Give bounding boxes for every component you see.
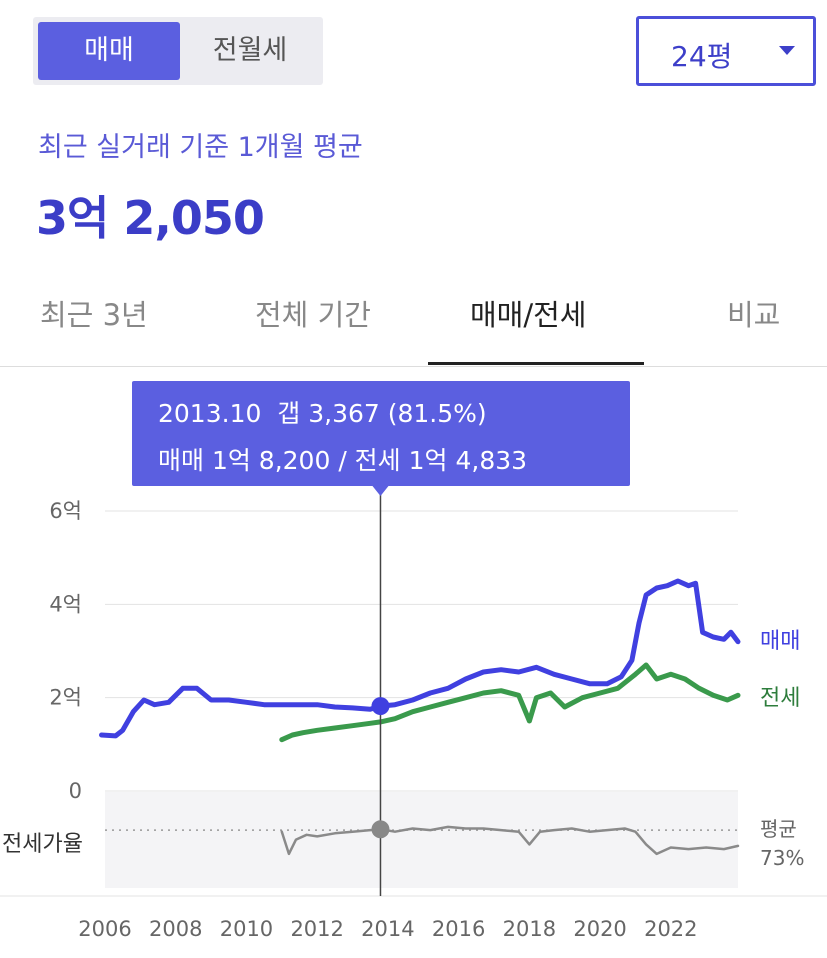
sale-toggle-button[interactable]: 매매 — [38, 22, 180, 80]
x-tick-label: 2018 — [503, 917, 556, 941]
sale-price-line — [99, 578, 741, 739]
x-tick-label: 2016 — [432, 917, 485, 941]
size-dropdown[interactable]: 24평 — [636, 16, 816, 86]
x-tick-label: 2006 — [78, 917, 131, 941]
tabs-divider — [0, 366, 827, 367]
tooltip-pointer — [372, 486, 389, 496]
x-tick-label: 2008 — [149, 917, 202, 941]
y-tick-label: 4억 — [49, 592, 82, 616]
tooltip-prices: 매매 1억 8,200 / 전세 1억 4,833 — [158, 446, 528, 475]
jeonse-price-line — [279, 662, 741, 743]
x-tick-label: 2014 — [361, 917, 414, 941]
cursor-sale-dot — [371, 697, 390, 716]
size-dropdown-value: 24평 — [671, 40, 733, 73]
ratio-band-background — [105, 792, 738, 888]
x-tick-label: 2012 — [290, 917, 343, 941]
chart-tooltip: 2013.10 갭 3,367 (81.5%) 매매 1억 8,200 / 전세… — [132, 381, 630, 486]
y-tick-label: 2억 — [49, 686, 82, 710]
jeonse-series-label: 전세 — [760, 686, 800, 711]
cursor-ratio-dot — [371, 820, 390, 839]
ratio-average-label: 평균 — [760, 817, 797, 841]
x-tick-label: 2020 — [573, 917, 626, 941]
price-basis-subtitle: 최근 실거래 기준 1개월 평균 — [38, 132, 363, 163]
rent-toggle-button[interactable]: 전월세 — [212, 35, 288, 66]
deal-type-toggle: 매매 전월세 — [33, 17, 323, 85]
x-tick-label: 2010 — [220, 917, 273, 941]
tab-compare[interactable]: 비교 — [727, 298, 781, 332]
ratio-average-value: 73% — [760, 846, 804, 870]
average-price: 3억 2,050 — [36, 191, 265, 245]
active-tab-indicator — [428, 362, 644, 365]
tab-sale-jeonse[interactable]: 매매/전세 — [470, 298, 587, 332]
jeonse-ratio-line — [280, 825, 740, 856]
y-tick-label: 6억 — [49, 499, 82, 523]
y-tick-label: 0 — [69, 779, 82, 803]
chevron-down-icon — [779, 46, 795, 55]
tooltip-date-gap: 2013.10 갭 3,367 (81.5%) — [158, 399, 487, 428]
ratio-row-label: 전세가율 — [2, 832, 83, 857]
x-tick-label: 2022 — [644, 917, 697, 941]
tab-full-period[interactable]: 전체 기간 — [255, 298, 371, 332]
sale-series-label: 매매 — [760, 629, 800, 654]
tab-recent-3-years[interactable]: 최근 3년 — [40, 298, 148, 332]
